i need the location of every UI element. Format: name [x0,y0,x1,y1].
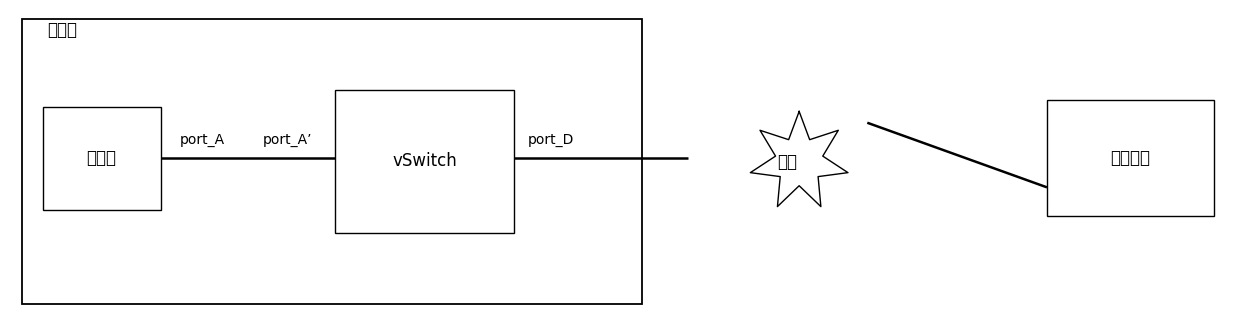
Text: 虚拟机: 虚拟机 [87,149,116,167]
Text: 网络: 网络 [777,152,797,171]
Text: port_D: port_D [528,133,575,147]
Text: port_A’: port_A’ [263,133,312,147]
Bar [43,107,161,210]
Bar [335,90,514,233]
Bar [1047,100,1214,216]
Text: 宿主机: 宿主机 [47,21,77,39]
Text: 目标网络: 目标网络 [1110,149,1150,167]
Text: port_A: port_A [180,133,224,147]
Bar [22,19,642,304]
Text: vSwitch: vSwitch [393,152,457,171]
